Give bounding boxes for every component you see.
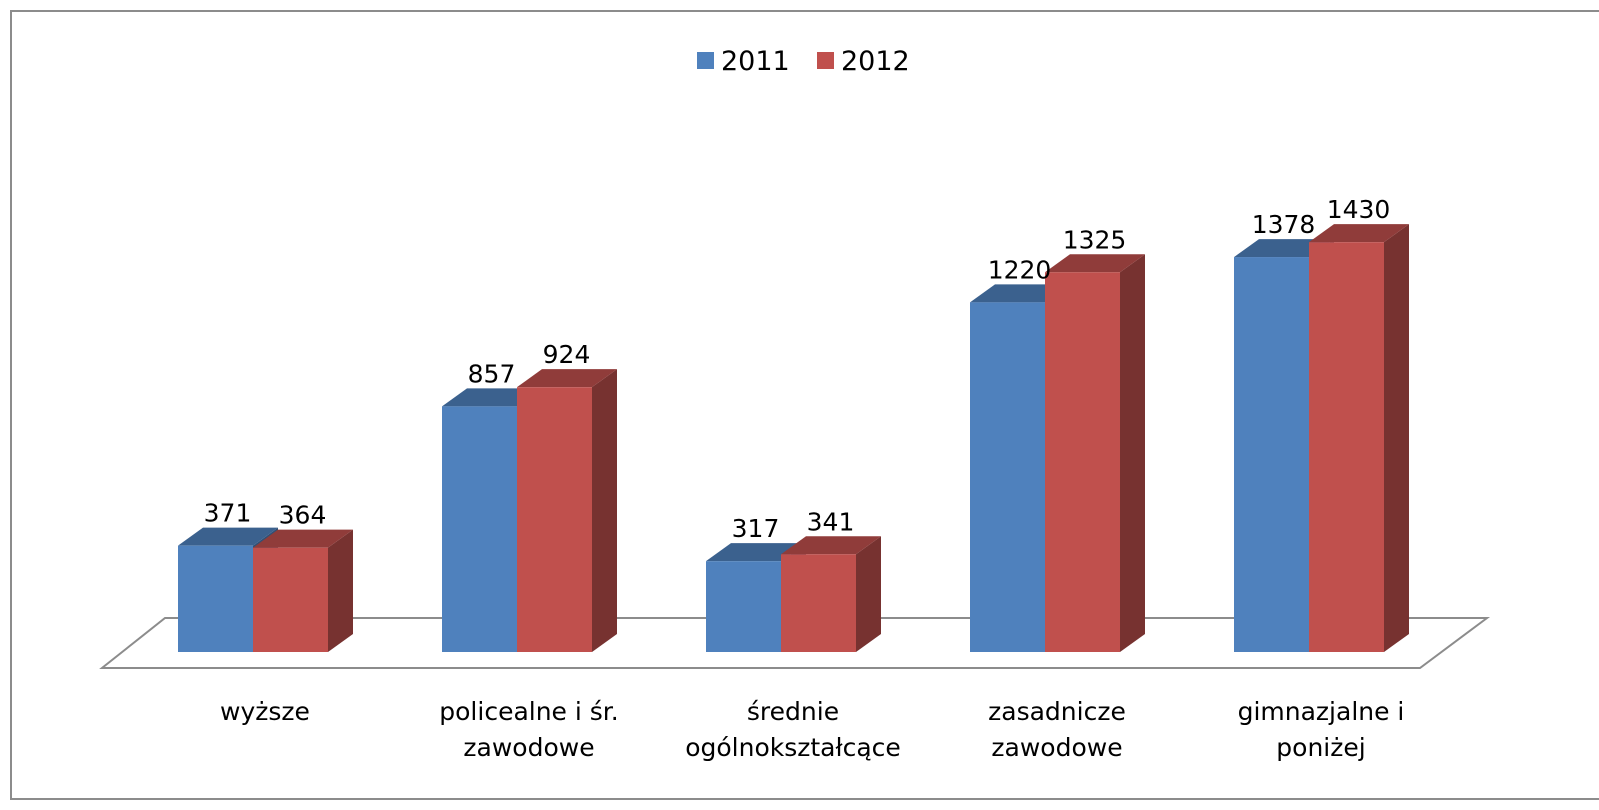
bar-top	[1045, 254, 1145, 273]
bar-top	[781, 536, 881, 555]
bar-front	[970, 302, 1045, 652]
bar-front	[517, 387, 592, 652]
data-label-2011-4: 1378	[1252, 210, 1316, 239]
bar-2012-0	[253, 529, 353, 652]
data-labels: 371 364 857 924 317 341 1220 1325 1378 1430	[204, 195, 1391, 543]
bar-top	[253, 529, 353, 548]
bar-2012-3	[1045, 254, 1145, 652]
bar-front	[1234, 257, 1309, 652]
bar-2011-0	[178, 527, 278, 652]
bar-side	[328, 529, 353, 652]
legend: 2011 2012	[697, 46, 910, 77]
category-label-2-line-0: średnie	[747, 697, 839, 726]
bar-top	[178, 527, 278, 546]
category-label-2-line-1: ogólnokształcące	[685, 733, 901, 762]
bar-2012-4	[1309, 224, 1409, 653]
bars	[178, 224, 1409, 653]
bar-front	[253, 547, 328, 652]
bar-side	[1120, 254, 1145, 652]
data-label-2011-1: 857	[468, 359, 516, 388]
bar-side	[592, 369, 617, 652]
bar-front	[1045, 272, 1120, 652]
legend-swatch-2011	[697, 52, 714, 69]
bar-top	[1309, 224, 1409, 243]
bar-front	[781, 554, 856, 652]
category-label-0: wyższe	[220, 697, 310, 726]
category-label-4-line-1: poniżej	[1276, 733, 1365, 762]
data-label-2011-3: 1220	[988, 255, 1052, 284]
bar-front	[706, 561, 781, 652]
bar-front	[1309, 242, 1384, 653]
bar-2012-1	[517, 369, 617, 652]
data-label-2012-2: 341	[807, 507, 855, 536]
category-label-3-line-1: zawodowe	[991, 733, 1122, 762]
bar-side	[1384, 224, 1409, 653]
data-label-2012-4: 1430	[1327, 195, 1391, 224]
category-label-4-line-0: gimnazjalne i	[1238, 697, 1405, 726]
bar-side	[856, 536, 881, 652]
category-label-3-line-0: zasadnicze	[988, 697, 1126, 726]
bar-top	[517, 369, 617, 388]
data-label-2012-1: 924	[543, 340, 591, 369]
data-label-2011-0: 371	[204, 499, 252, 528]
legend-label-2012: 2012	[841, 46, 910, 77]
category-labels: wyższe policealne i śr. zawodowe średnie ogó…	[220, 697, 1404, 762]
data-label-2012-3: 1325	[1063, 225, 1127, 254]
bar-front	[178, 545, 253, 652]
legend-label-2011: 2011	[721, 46, 790, 77]
category-label-1-line-1: zawodowe	[463, 733, 594, 762]
legend-swatch-2012	[817, 52, 834, 69]
data-label-2011-2: 317	[732, 514, 780, 543]
bar-front	[442, 406, 517, 652]
bar-2012-2	[781, 536, 881, 652]
data-label-2012-0: 364	[279, 501, 327, 530]
category-label-1-line-0: policealne i śr.	[439, 697, 618, 726]
